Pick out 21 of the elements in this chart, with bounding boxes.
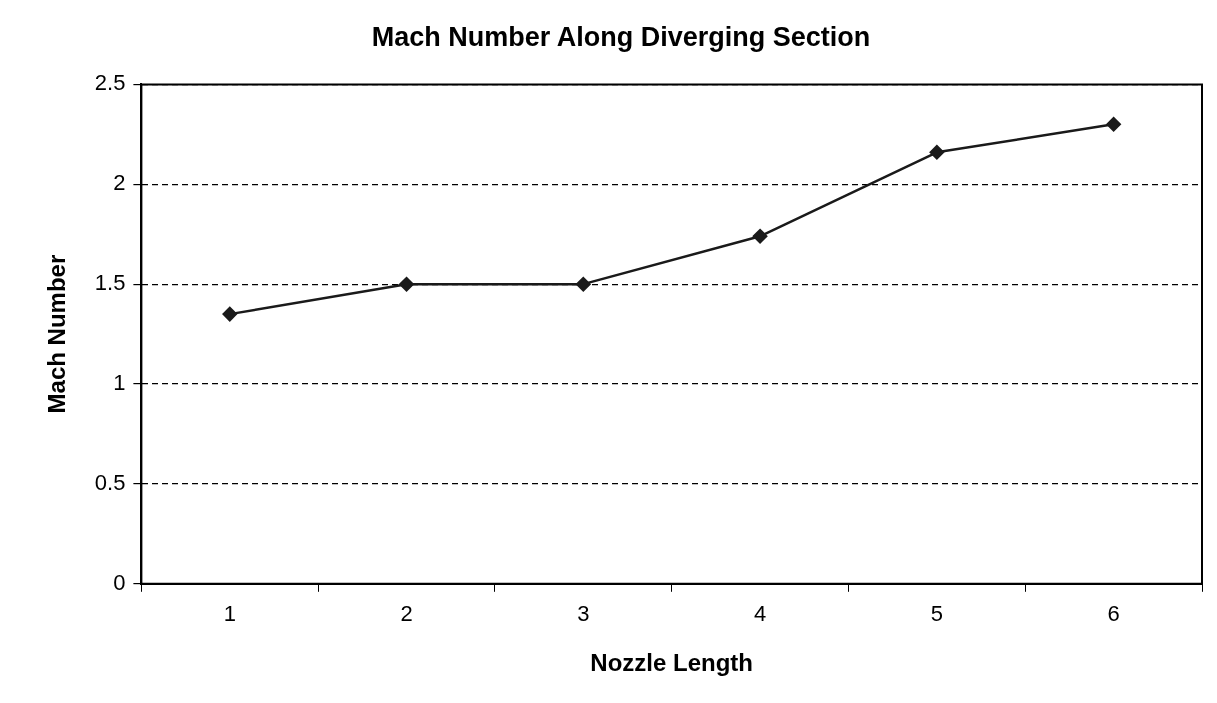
x-tick-label: 2 (400, 601, 413, 627)
x-tick-label: 3 (577, 601, 590, 627)
point (222, 306, 238, 322)
point (929, 145, 945, 160)
y-tick-label: 0.5 (94, 469, 126, 495)
point (752, 228, 768, 244)
point (1106, 117, 1121, 132)
chart-title: Mach Number Along Diverging Section (371, 21, 871, 52)
y-tick-label: 2.5 (94, 70, 126, 96)
point (576, 276, 591, 292)
point (399, 276, 414, 292)
y-tick-label: 0 (113, 569, 126, 595)
y-tick-label: 1.5 (94, 270, 126, 296)
x-tick-label: 1 (223, 601, 236, 627)
x-tick-label: 6 (1107, 601, 1120, 627)
x-tick-label: 4 (753, 601, 767, 627)
x-axis-title: Nozzle Length (590, 649, 754, 677)
y-tick-label: 1 (113, 370, 126, 396)
y-tick-label: 2 (113, 170, 126, 196)
y-axis-title: Mach Number (43, 254, 71, 414)
x-tick-label: 5 (930, 601, 943, 627)
